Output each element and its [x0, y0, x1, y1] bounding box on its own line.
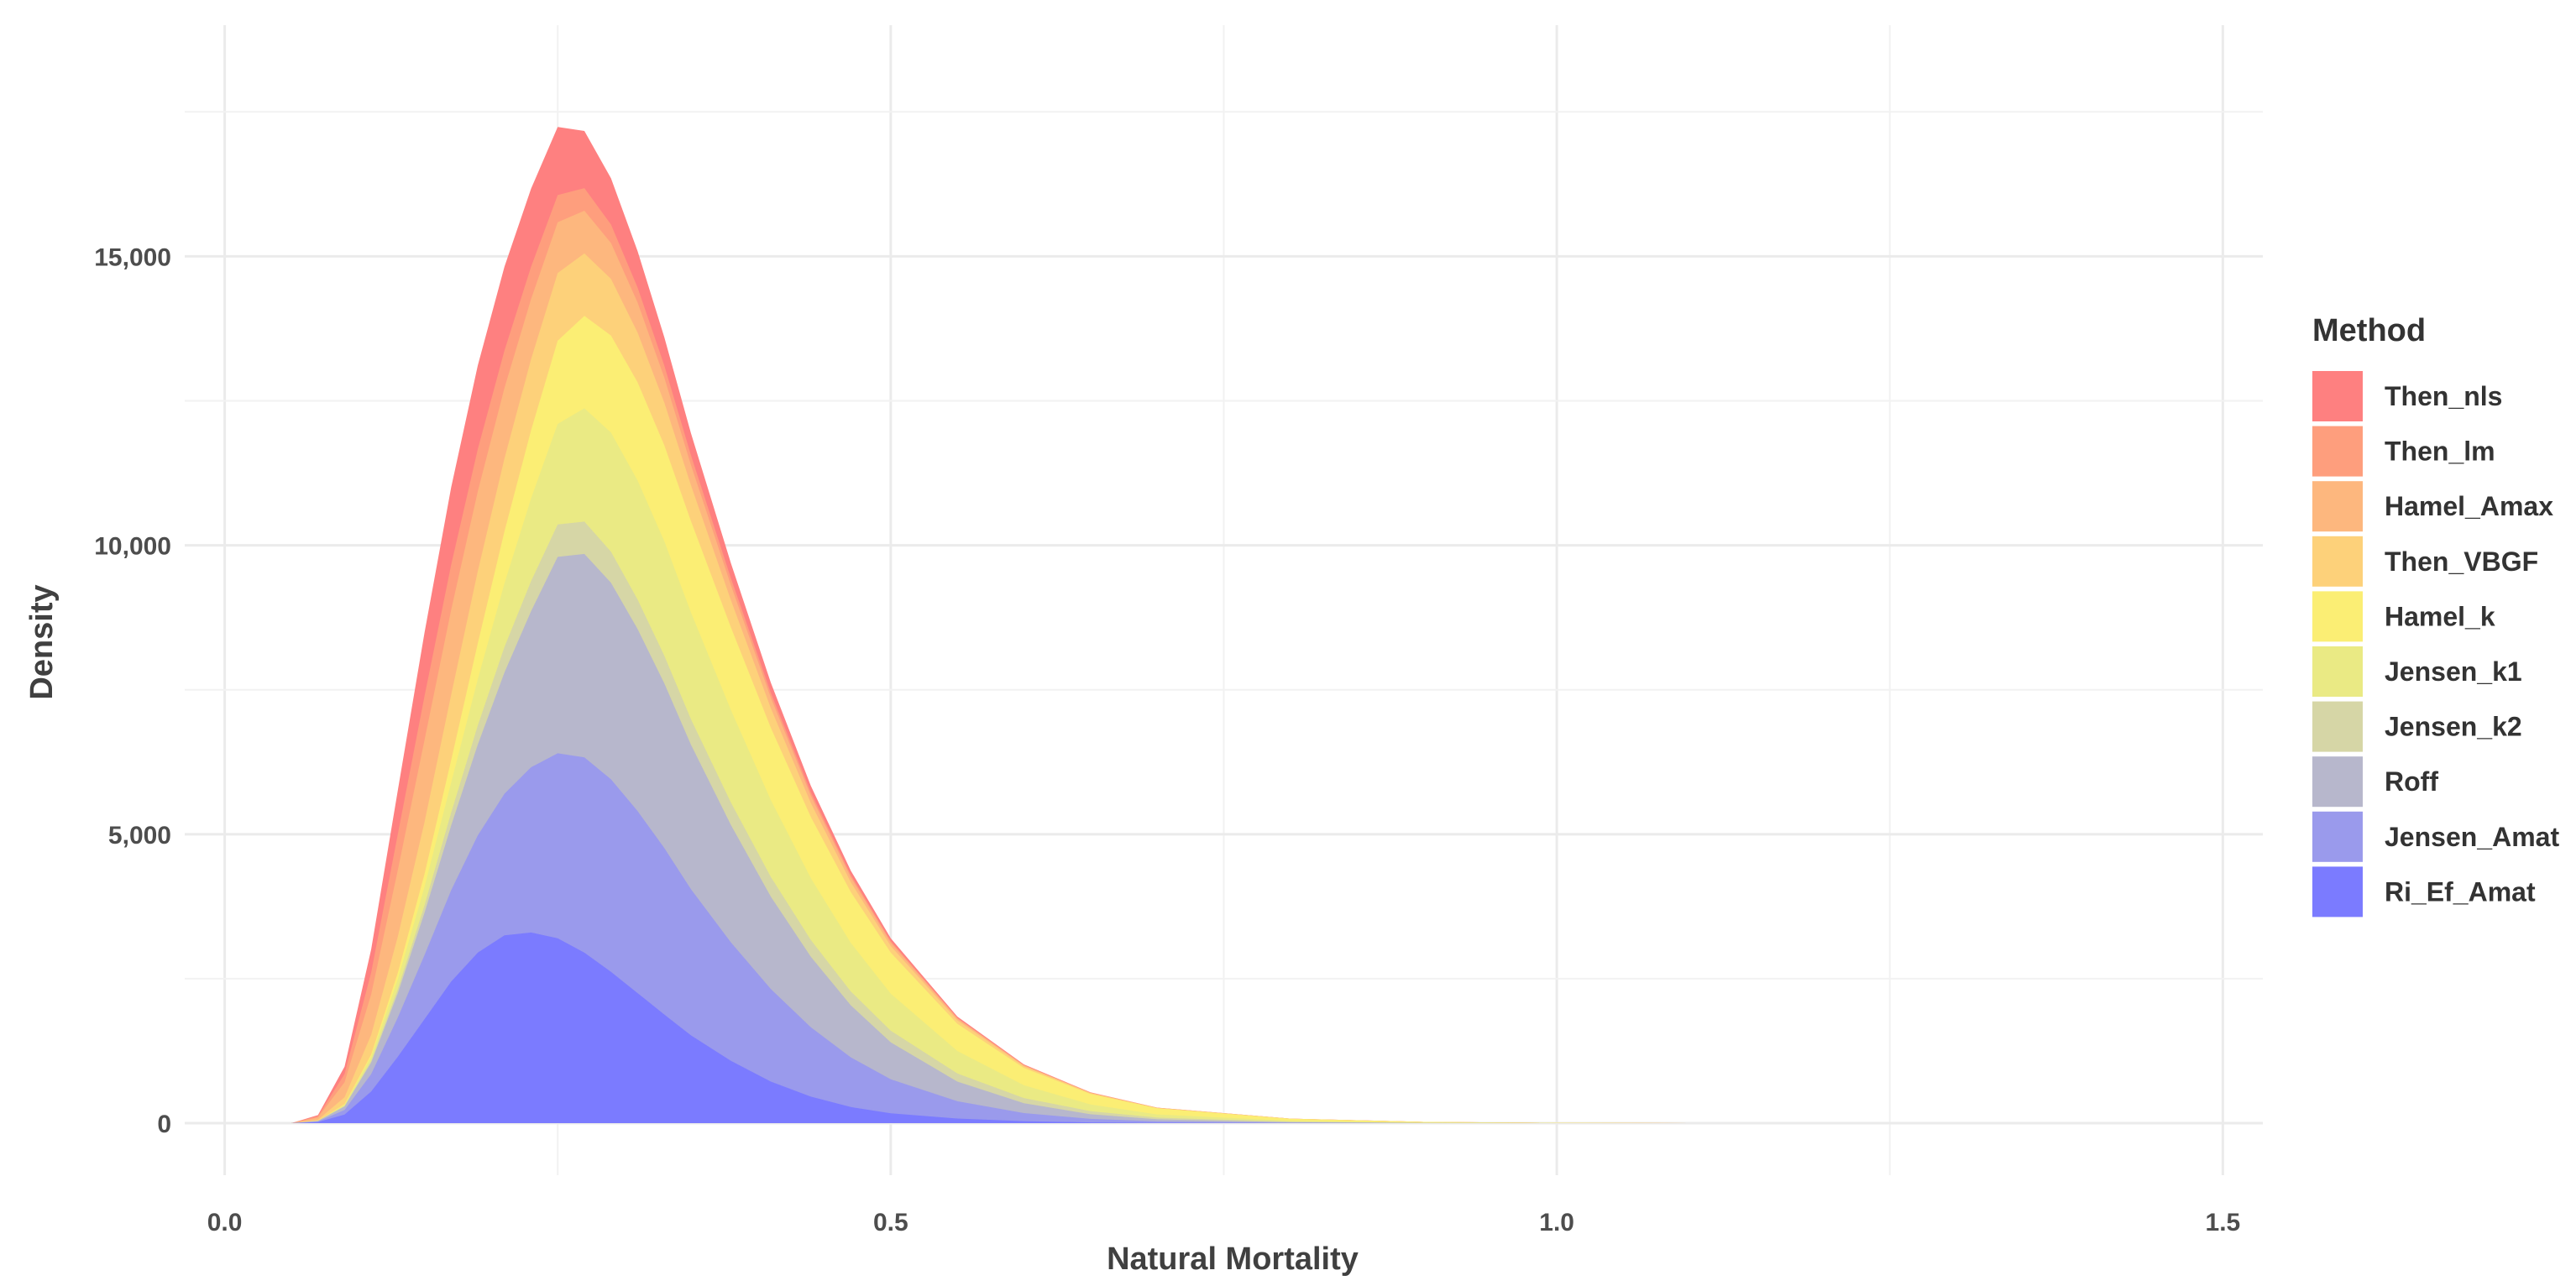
x-axis-ticks: 0.0 0.5 1.0 1.5: [207, 1209, 2241, 1236]
y-tick-label: 0: [157, 1111, 171, 1138]
legend-swatch: [2312, 866, 2363, 917]
y-tick-label: 10,000: [94, 533, 171, 561]
area-ri-ef-amat: [291, 932, 1824, 1124]
legend-label: Then_VBGF: [2385, 546, 2538, 577]
legend-item-ri-ef-amat: Ri_Ef_Amat: [2312, 866, 2536, 917]
x-tick-label: 0.0: [207, 1209, 243, 1236]
y-axis-ticks: 0 5,000 10,000 15,000: [94, 243, 171, 1138]
y-axis-title: Density: [24, 584, 60, 699]
y-tick-label: 5,000: [108, 822, 171, 849]
legend-swatch: [2312, 756, 2363, 808]
legend-swatch: [2312, 646, 2363, 697]
legend-swatch: [2312, 426, 2363, 477]
legend-item-then-lm: Then_lm: [2312, 426, 2495, 477]
legend-label: Hamel_k: [2385, 601, 2495, 631]
legend-label: Jensen_k2: [2385, 712, 2522, 742]
legend-swatch: [2312, 811, 2363, 862]
legend-items: Then_nls Then_lm Hamel_Amax Then_VBGF Hamel_…: [2312, 371, 2559, 917]
x-tick-label: 1.5: [2206, 1209, 2241, 1236]
x-axis-title: Natural Mortality: [1107, 1242, 1359, 1277]
legend-title: Method: [2312, 313, 2426, 348]
legend-label: Hamel_Amax: [2385, 491, 2553, 521]
y-tick-label: 15,000: [94, 243, 171, 271]
legend-item-jensen-amat: Jensen_Amat: [2312, 811, 2559, 862]
legend-item-then-nls: Then_nls: [2312, 371, 2502, 421]
legend-label: Roff: [2385, 766, 2438, 797]
legend-item-roff: Roff: [2312, 756, 2438, 808]
legend-item-jensen-k1: Jensen_k1: [2312, 646, 2522, 697]
legend-swatch: [2312, 371, 2363, 421]
legend-label: Then_nls: [2385, 381, 2502, 411]
legend-label: Ri_Ef_Amat: [2385, 876, 2536, 907]
legend-label: Jensen_k1: [2385, 656, 2522, 687]
x-tick-label: 0.5: [873, 1209, 908, 1236]
legend-item-hamel-amax: Hamel_Amax: [2312, 481, 2553, 532]
x-tick-label: 1.0: [1539, 1209, 1574, 1236]
legend-swatch: [2312, 536, 2363, 587]
legend-label: Then_lm: [2385, 437, 2495, 467]
legend-swatch: [2312, 591, 2363, 642]
legend-item-hamel-k: Hamel_k: [2312, 591, 2495, 642]
legend-item-then-vbgf: Then_VBGF: [2312, 536, 2538, 587]
legend-swatch: [2312, 701, 2363, 752]
legend-label: Jensen_Amat: [2385, 822, 2559, 852]
areas: [291, 127, 1824, 1124]
legend: Method Then_nls Then_lm Hamel_Amax Then_VBG…: [2312, 313, 2559, 917]
legend-swatch: [2312, 481, 2363, 532]
legend-item-jensen-k2: Jensen_k2: [2312, 701, 2522, 752]
